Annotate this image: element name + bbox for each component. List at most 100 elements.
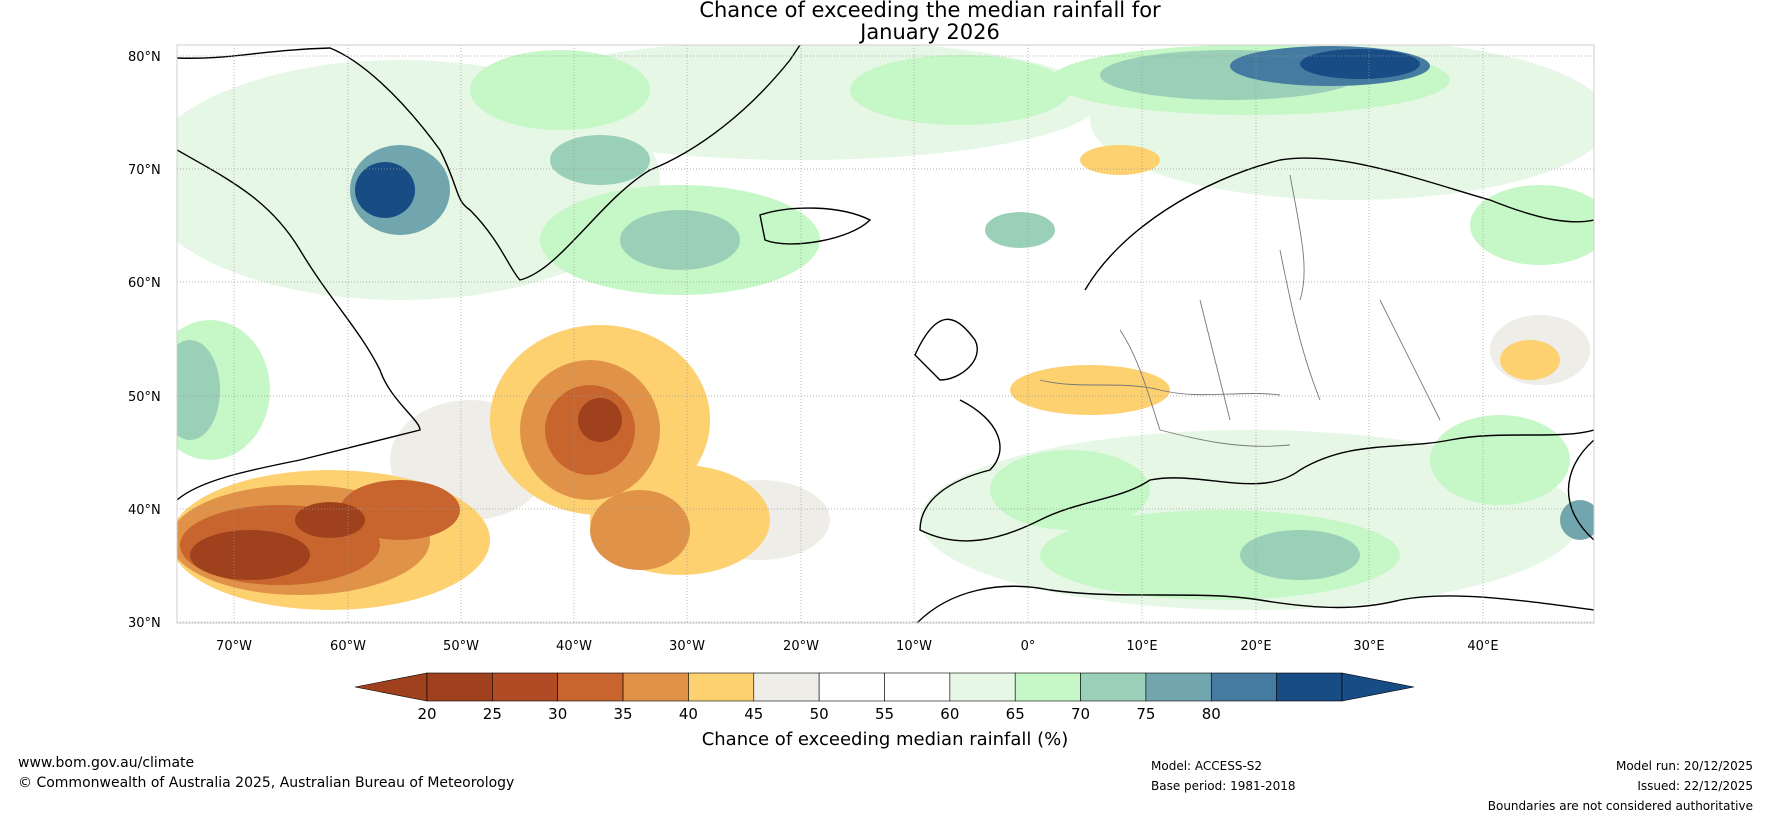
shade-area — [550, 135, 650, 185]
lat-label: 40°N — [128, 503, 161, 518]
colorbar-segment — [818, 672, 885, 702]
colorbar-tick: 30 — [548, 705, 567, 723]
shade-area — [355, 162, 415, 218]
lon-label: 20°E — [1240, 639, 1271, 654]
colorbar-low-arrow — [354, 672, 428, 702]
shade-area — [620, 210, 740, 270]
shade-area — [1240, 530, 1360, 580]
colorbar-tick: 70 — [1071, 705, 1090, 723]
shade-area — [295, 502, 365, 538]
shade-area — [1430, 415, 1570, 505]
footer-disclaimer: Boundaries are not considered authoritat… — [1487, 799, 1753, 813]
colorbar-segment — [753, 672, 820, 702]
colorbar-tick: 40 — [679, 705, 698, 723]
probability-shading — [177, 45, 1594, 610]
border-line — [1119, 329, 1161, 431]
colorbar-tick: 80 — [1202, 705, 1221, 723]
lon-label: 10°W — [896, 639, 932, 654]
colorbar-tick-labels: 20 25 30 35 40 45 50 55 60 65 70 75 80 — [417, 705, 1220, 723]
colorbar-segment — [884, 672, 951, 702]
colorbar-tick: 25 — [483, 705, 502, 723]
lon-label: 50°W — [443, 639, 479, 654]
coastlines — [177, 45, 1594, 623]
colorbar-segment — [1080, 672, 1147, 702]
longitude-labels: 70°W 60°W 50°W 40°W 30°W 20°W 10°W 0° 10… — [216, 639, 1499, 654]
shade-area — [1500, 340, 1560, 380]
shade-area — [1470, 185, 1594, 265]
colorbar-tick: 35 — [614, 705, 633, 723]
lon-label: 10°E — [1126, 639, 1157, 654]
border-line — [1379, 299, 1441, 421]
colorbar-segments — [426, 672, 1343, 702]
footer-model-run: Model run: 20/12/2025 — [1615, 759, 1753, 773]
lon-label: 40°W — [556, 639, 592, 654]
coast-europe — [919, 399, 1594, 542]
colorbar-segment — [1014, 672, 1081, 702]
shade-area — [985, 212, 1055, 248]
shade-area — [850, 55, 1070, 125]
colorbar-segment — [492, 672, 559, 702]
footer-copyright: © Commonwealth of Australia 2025, Austra… — [18, 775, 515, 791]
colorbar-segment — [1210, 672, 1277, 702]
lon-label: 60°W — [330, 639, 366, 654]
coast-scandinavia — [1084, 157, 1594, 291]
colorbar-tick: 55 — [875, 705, 894, 723]
lon-label: 40°E — [1467, 639, 1498, 654]
colorbar-segment — [1276, 672, 1343, 702]
coast-iceland — [759, 207, 872, 245]
lon-label: 0° — [1021, 639, 1036, 654]
border-line — [1289, 174, 1305, 301]
coast-north-africa — [916, 585, 1594, 623]
lon-label: 30°W — [669, 639, 705, 654]
colorbar-tick: 45 — [744, 705, 763, 723]
colorbar-high-arrow — [1341, 672, 1415, 702]
colorbar-tick: 60 — [940, 705, 959, 723]
colorbar-tick: 65 — [1006, 705, 1025, 723]
shade-area — [1080, 145, 1160, 175]
lat-label: 80°N — [128, 50, 161, 65]
coast-middle-east — [1567, 439, 1594, 541]
footer-website: www.bom.gov.au/climate — [18, 755, 195, 771]
border-line — [1159, 429, 1291, 447]
footer-model: Model: ACCESS-S2 — [1151, 759, 1263, 773]
colorbar-segment — [622, 672, 689, 702]
border-line — [1279, 249, 1321, 401]
coast-british-isles — [914, 318, 978, 381]
colorbar-label: Chance of exceeding median rainfall (%) — [702, 729, 1069, 750]
footer-issued: Issued: 22/12/2025 — [1637, 779, 1753, 793]
shade-area — [190, 530, 310, 580]
colorbar-tick: 50 — [810, 705, 829, 723]
colorbar-segment — [426, 672, 493, 702]
map-title-line2: January 2026 — [860, 20, 1000, 44]
colorbar: 20 25 30 35 40 45 50 55 60 65 70 75 80 C… — [354, 672, 1415, 750]
map-frame — [176, 44, 1595, 624]
footer-base-period: Base period: 1981-2018 — [1151, 779, 1296, 793]
lon-label: 30°E — [1353, 639, 1384, 654]
lat-label: 30°N — [128, 616, 161, 631]
shade-area — [1300, 49, 1420, 79]
shade-area — [990, 450, 1150, 530]
shade-area — [470, 50, 650, 130]
coast-north-america — [177, 149, 421, 501]
colorbar-segment — [557, 672, 624, 702]
lat-label: 60°N — [128, 276, 161, 291]
map-title-line1: Chance of exceeding the median rainfall … — [699, 0, 1161, 22]
latitude-labels: 80°N 70°N 60°N 50°N 40°N 30°N — [128, 50, 161, 631]
coast-greenland — [177, 45, 801, 281]
graticule — [177, 45, 1594, 623]
lon-label: 70°W — [216, 639, 252, 654]
lon-label: 20°W — [783, 639, 819, 654]
shade-area — [340, 480, 460, 540]
colorbar-segment — [1145, 672, 1212, 702]
border-line — [1039, 379, 1281, 396]
lat-label: 50°N — [128, 390, 161, 405]
shade-area — [1010, 365, 1170, 415]
colorbar-segment — [949, 672, 1016, 702]
colorbar-tick: 20 — [417, 705, 436, 723]
shade-area — [578, 398, 622, 442]
colorbar-tick: 75 — [1136, 705, 1155, 723]
lat-label: 70°N — [128, 163, 161, 178]
country-borders — [1039, 174, 1441, 447]
shade-area — [590, 490, 690, 570]
